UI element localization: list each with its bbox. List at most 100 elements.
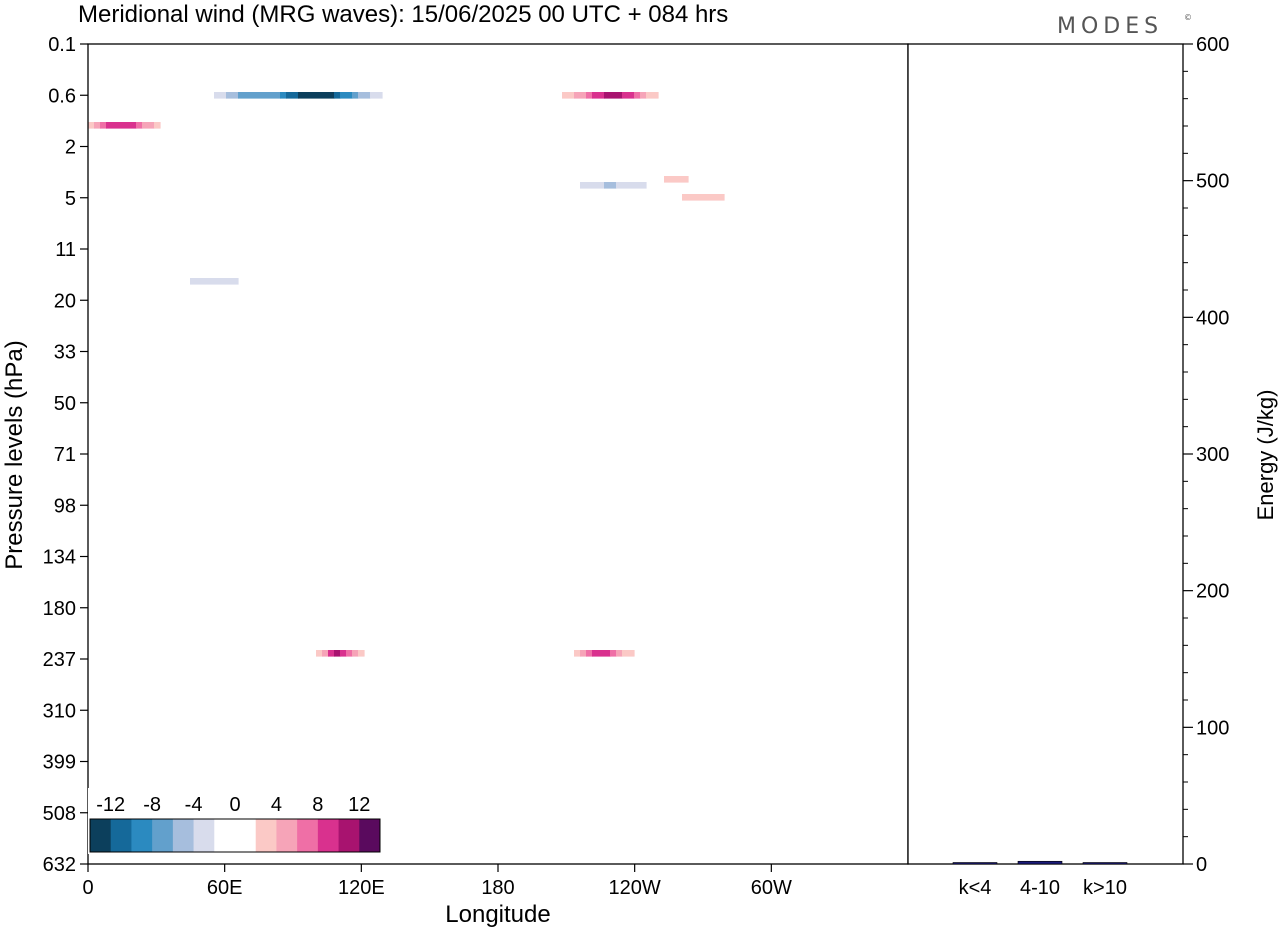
heatmap-cell [106,122,137,129]
colorbar-swatch [131,819,153,852]
colorbar-label: -12 [96,794,125,816]
heatmap-cell [238,92,281,99]
chart-title: Meridional wind (MRG waves): 15/06/2025 … [78,1,728,28]
y-tick-label: 0.1 [48,34,76,56]
heatmap-cell [136,122,143,129]
energy-tick-label: 0 [1196,854,1207,876]
y-tick-label: 98 [54,495,76,517]
energy-tick-label: 100 [1196,717,1229,739]
energy-panel: 0 100 200 300 400 500 600 k<4 4-10 k>10 [952,34,1229,899]
heatmap-cell [604,182,617,189]
heatmap-cell [640,92,647,99]
heatmap-cell [574,650,581,657]
heatmap-cell [142,122,155,129]
x-tick-label: 60E [207,877,243,899]
heatmap-cell [616,182,647,189]
heatmap-cell [616,650,623,657]
heatmap-cell [622,650,635,657]
colorbar-swatch [276,819,298,852]
energy-category-label: 4-10 [1020,877,1060,899]
colorbar-label: 8 [312,794,323,816]
y-tick-label: 632 [43,854,76,876]
heatmap-cell [604,92,623,99]
colorbar-swatch [317,819,339,852]
heatmap-cell [352,650,359,657]
heatmap-cell [340,92,353,99]
heatmap-field [88,92,725,657]
energy-tick-label: 200 [1196,581,1229,603]
colorbar-swatch [297,819,319,852]
energy-tick-label: 500 [1196,171,1229,193]
heatmap-cell [280,92,287,99]
y-tick-label: 71 [54,444,76,466]
y-tick-label: 33 [54,342,76,364]
heatmap-cell [190,278,239,285]
colorbar-label: -8 [143,794,161,816]
y-tick-label: 508 [43,803,76,825]
heatmap-cell [580,650,587,657]
heatmap-cell [586,92,593,99]
heatmap-cell [226,92,239,99]
heatmap-cell [214,92,227,99]
y-tick-label: 0.6 [48,85,76,107]
energy-axis-label: Energy (J/kg) [1253,390,1278,521]
energy-bar [952,862,998,865]
y-tick-label: 399 [43,752,76,774]
x-tick-label: 120E [338,877,385,899]
heatmap-cell [154,122,161,129]
energy-bar [1017,860,1063,865]
energy-tick-label: 600 [1196,34,1229,56]
heatmap-cell [352,92,359,99]
y-tick-label: 180 [43,598,76,620]
y-tick-label: 11 [55,239,76,261]
heatmap-cell [574,92,587,99]
y-tick-label: 2 [65,137,76,159]
heatmap-cell [622,92,635,99]
x-tick-label: 0 [82,877,93,899]
heatmap-cell [358,650,365,657]
colorbar-swatch [338,819,360,852]
colorbar-swatch [172,819,194,852]
heatmap-cell [634,92,641,99]
heatmap-cell [322,650,329,657]
modes-logo: MODES [1057,14,1163,39]
heatmap-cell [592,650,611,657]
heatmap-cell [664,176,689,183]
energy-bar [1082,862,1128,865]
heatmap-cell [562,92,575,99]
heatmap-cell [592,92,605,99]
heatmap-cell [346,650,353,657]
energy-panel-frame [907,43,1184,865]
plot-frame [87,43,909,865]
colorbar-swatch [90,819,112,852]
heatmap-cell [316,650,323,657]
longitude-axis: 0 60E 120E 180 120W 60W [82,864,792,899]
colorbar-legend: -12 -8 -4 0 4 8 12 [88,788,382,854]
heatmap-cell [646,92,659,99]
heatmap-cell [358,92,371,99]
x-tick-label: 60W [751,877,792,899]
colorbar-swatch [193,819,215,852]
heatmap-cell [328,650,335,657]
y-tick-label: 20 [54,290,76,312]
colorbar-label: 0 [229,794,240,816]
energy-tick-label: 300 [1196,444,1229,466]
colorbar-swatch [255,819,277,852]
energy-category-label: k<4 [959,877,992,899]
heatmap-cell [94,122,101,129]
heatmap-cell [100,122,107,129]
y-tick-label: 50 [54,393,76,415]
colorbar-swatch [214,819,236,852]
colorbar-swatch [235,819,257,852]
heatmap-cell [580,182,605,189]
x-tick-label: 120W [609,877,661,899]
heatmap-cell [286,92,299,99]
colorbar-swatch [152,819,174,852]
y-tick-label: 5 [65,188,76,210]
logo-copyright-mark: © [1184,13,1197,22]
heatmap-cell [298,92,335,99]
x-tick-label: 180 [481,877,514,899]
pressure-axis: 0.1 0.6 2 5 11 20 33 50 71 98 134 180 237 310 399 508 63… [43,34,88,876]
colorbar-label: -4 [185,794,203,816]
